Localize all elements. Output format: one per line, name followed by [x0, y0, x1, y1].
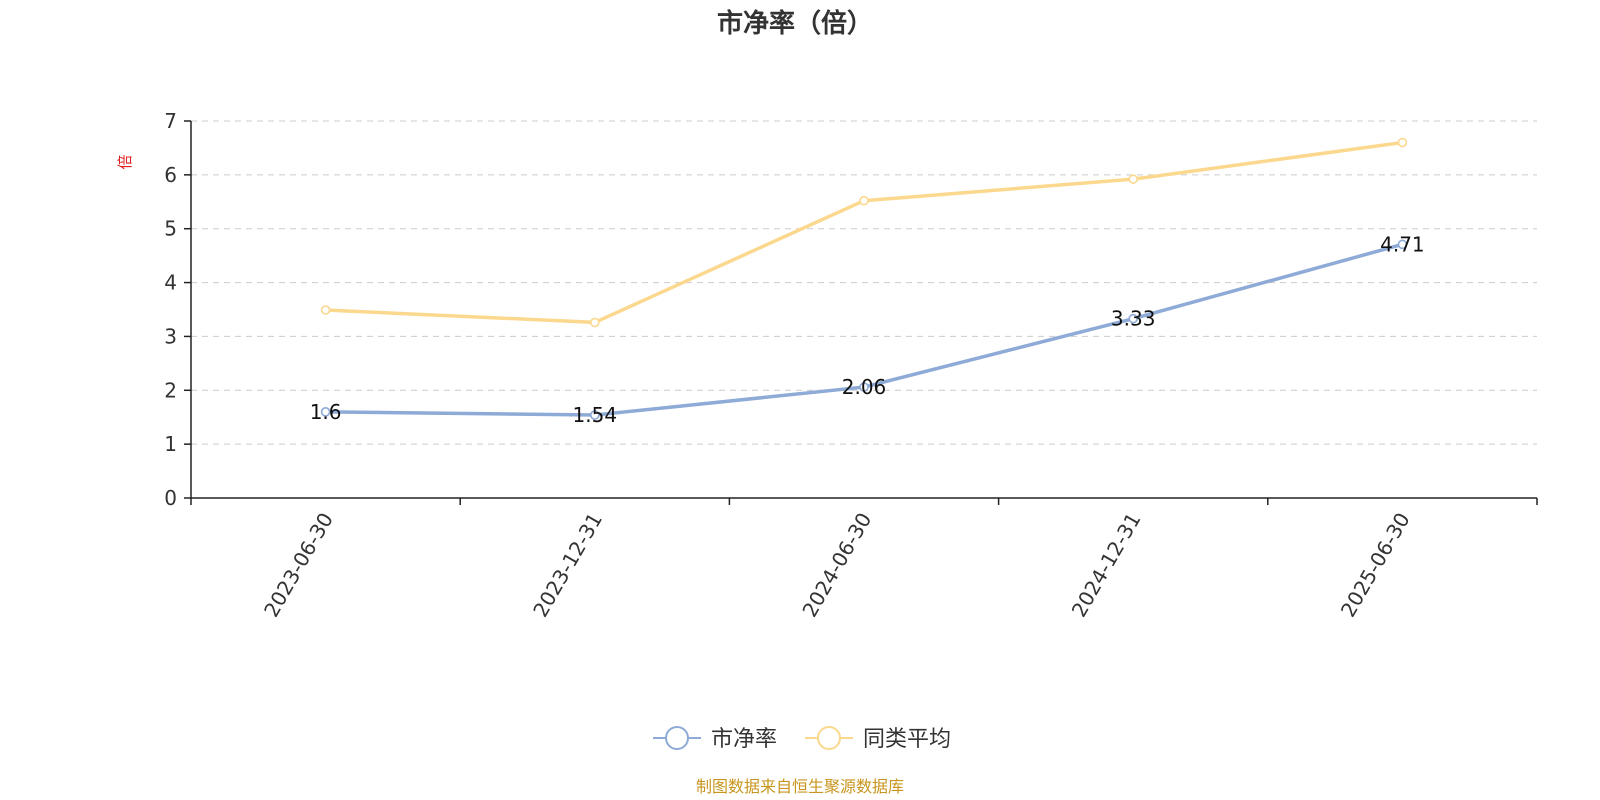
y-unit-label: 倍 — [116, 154, 134, 169]
legend-item[interactable]: 市净率 — [653, 726, 777, 752]
y-tick-label: 4 — [164, 271, 177, 295]
data-label: 4.71 — [1380, 232, 1425, 256]
chart-title: 市净率（倍） — [717, 8, 873, 39]
data-point[interactable] — [1397, 137, 1408, 148]
data-point[interactable] — [320, 305, 331, 315]
data-point[interactable] — [1397, 239, 1408, 250]
y-tick-label: 7 — [164, 109, 177, 133]
data-label: 2.06 — [842, 375, 887, 399]
y-tick-label: 6 — [164, 163, 177, 187]
legend-label: 市净率 — [711, 727, 777, 752]
legend[interactable]: 市净率 同类平均 — [653, 726, 951, 752]
data-point[interactable] — [859, 382, 869, 392]
y-tick-label: 5 — [164, 217, 177, 241]
x-tick-label: 2025-06-30 — [1336, 509, 1415, 622]
axes: 0 1 2 3 4 5 6 7 2023-06-30 2023-12-31 2024-06-30 20… — [164, 109, 1538, 622]
source-note: 制图数据来自恒生聚源数据库 — [696, 777, 904, 796]
data-point[interactable] — [320, 407, 331, 417]
legend-item[interactable]: 同类平均 — [805, 726, 951, 752]
data-label: 1.6 — [310, 400, 342, 424]
data-point[interactable] — [1128, 174, 1138, 184]
data-point[interactable] — [1128, 313, 1138, 324]
y-tick-label: 1 — [164, 432, 177, 456]
legend-marker-icon — [665, 726, 689, 750]
data-label: 3.33 — [1111, 307, 1156, 331]
data-point[interactable] — [859, 195, 869, 206]
legend-label: 同类平均 — [863, 727, 951, 752]
y-tick-label: 0 — [164, 486, 177, 510]
data-point[interactable] — [589, 410, 600, 420]
data-point[interactable] — [589, 317, 600, 328]
data-label: 1.54 — [573, 403, 618, 427]
series — [320, 137, 1408, 420]
y-tick-label: 3 — [164, 324, 177, 348]
x-tick-label: 2023-06-30 — [259, 509, 338, 622]
x-tick-label: 2024-12-31 — [1067, 509, 1146, 622]
x-tick-label: 2023-12-31 — [528, 509, 607, 622]
y-tick-label: 2 — [164, 378, 177, 402]
x-tick-label: 2024-06-30 — [797, 509, 876, 622]
series-line-peer-avg — [323, 140, 1405, 325]
data-labels: 1.6 1.54 2.06 3.33 4.71 — [310, 232, 1425, 427]
legend-marker-icon — [817, 726, 841, 750]
